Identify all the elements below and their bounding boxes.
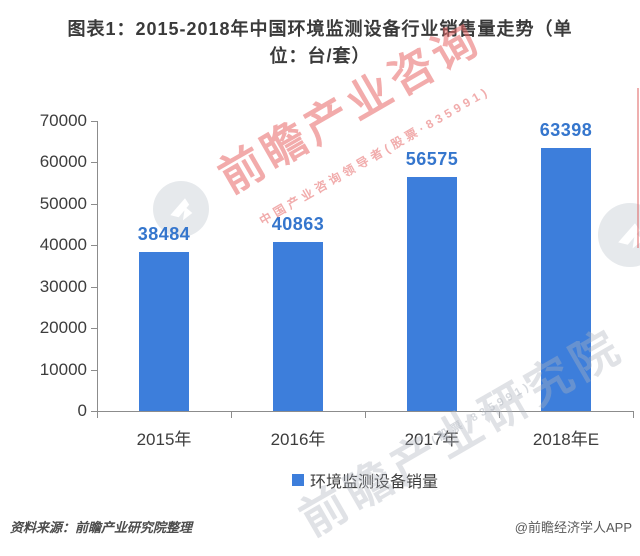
legend-swatch-icon xyxy=(291,474,304,486)
x-axis-line xyxy=(97,411,634,412)
y-axis-label: 10000 xyxy=(39,359,87,379)
bar-value-label: 63398 xyxy=(539,120,593,141)
y-axis-label: 70000 xyxy=(39,111,87,130)
x-axis-label: 2015年 xyxy=(136,430,192,449)
credit-note: @前瞻经济学人APP xyxy=(514,520,632,535)
y-axis-line xyxy=(97,121,98,411)
x-axis-tick xyxy=(633,412,634,418)
y-axis-tick xyxy=(91,162,97,164)
bar-value-label: 40863 xyxy=(271,213,325,234)
bar xyxy=(273,241,323,411)
y-axis-tick xyxy=(91,369,97,371)
y-axis-label: 0 xyxy=(77,401,87,420)
y-axis-tick xyxy=(91,203,97,205)
y-axis-label: 40000 xyxy=(39,235,87,255)
x-axis-label: 2016年 xyxy=(270,430,326,449)
x-axis-tick xyxy=(499,412,500,418)
legend-label: 环境监测设备销量 xyxy=(309,474,438,491)
chart-title: 图表1：2015-2018年中国环境监测设备行业销售量走势（单位：台/套） xyxy=(67,19,573,66)
x-axis-tick xyxy=(97,412,98,418)
x-axis-tick xyxy=(231,412,232,418)
bar xyxy=(407,176,457,411)
source-note: 资料来源：前瞻产业研究院整理 xyxy=(10,520,193,535)
y-axis-tick xyxy=(91,411,97,412)
bar-value-label: 38484 xyxy=(137,223,191,244)
bar xyxy=(541,148,591,411)
y-axis-label: 60000 xyxy=(39,152,87,172)
legend: 环境监测设备销量 xyxy=(97,468,633,492)
y-axis-tick xyxy=(91,245,97,247)
y-axis-tick xyxy=(91,328,97,330)
bar-value-label: 56575 xyxy=(405,148,459,169)
y-axis-label: 50000 xyxy=(39,193,87,213)
x-axis-label: 2018年E xyxy=(532,430,600,449)
bar xyxy=(139,251,189,411)
y-axis-label: 30000 xyxy=(39,276,87,296)
y-axis-label: 20000 xyxy=(39,318,87,338)
y-axis-tick xyxy=(91,121,97,122)
y-axis-tick xyxy=(91,286,97,288)
x-axis-label: 2017年 xyxy=(404,430,460,449)
x-axis-tick xyxy=(365,412,366,418)
